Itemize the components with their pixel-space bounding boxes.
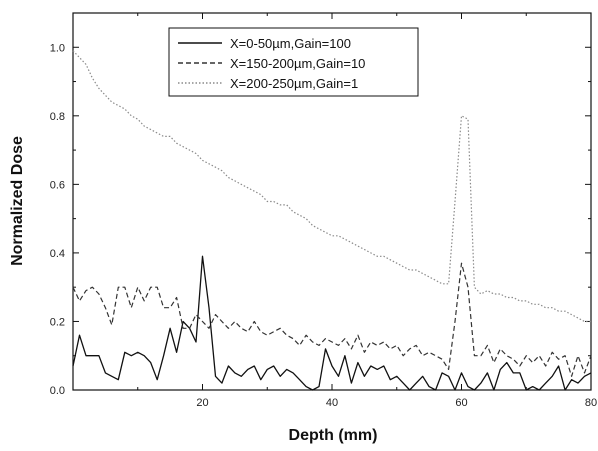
legend-label-2: X=150-200µm,Gain=10 — [230, 56, 365, 71]
series-line-2 — [72, 262, 592, 377]
x-axis-title: Depth (mm) — [289, 427, 378, 444]
series-layer — [72, 50, 592, 391]
y-tick-label: 0.0 — [50, 385, 65, 397]
legend: X=0-50µm,Gain=100 X=150-200µm,Gain=10 X=20… — [168, 27, 419, 97]
legend-box — [168, 27, 419, 97]
x-tick-label: 20 — [196, 397, 208, 409]
y-tick-label: 0.8 — [50, 111, 65, 123]
x-tick-label: 80 — [585, 397, 597, 409]
x-tick-label: 60 — [455, 397, 467, 409]
y-tick-label: 0.2 — [50, 316, 65, 328]
legend-label-1: X=0-50µm,Gain=100 — [230, 36, 351, 51]
y-tick-label: 1.0 — [50, 42, 65, 54]
x-tick-label: 40 — [326, 397, 338, 409]
series-line-1 — [72, 255, 592, 391]
x-axis-ticks: 20 40 60 80 — [137, 13, 597, 409]
series-line-3 — [72, 50, 591, 323]
y-tick-label: 0.6 — [50, 179, 65, 191]
legend-label-3: X=200-250µm,Gain=1 — [230, 76, 358, 91]
y-axis-title: Normalized Dose — [9, 136, 26, 266]
y-tick-label: 0.4 — [50, 248, 65, 260]
legend-entries: X=0-50µm,Gain=100 X=150-200µm,Gain=10 X=20… — [178, 36, 365, 91]
